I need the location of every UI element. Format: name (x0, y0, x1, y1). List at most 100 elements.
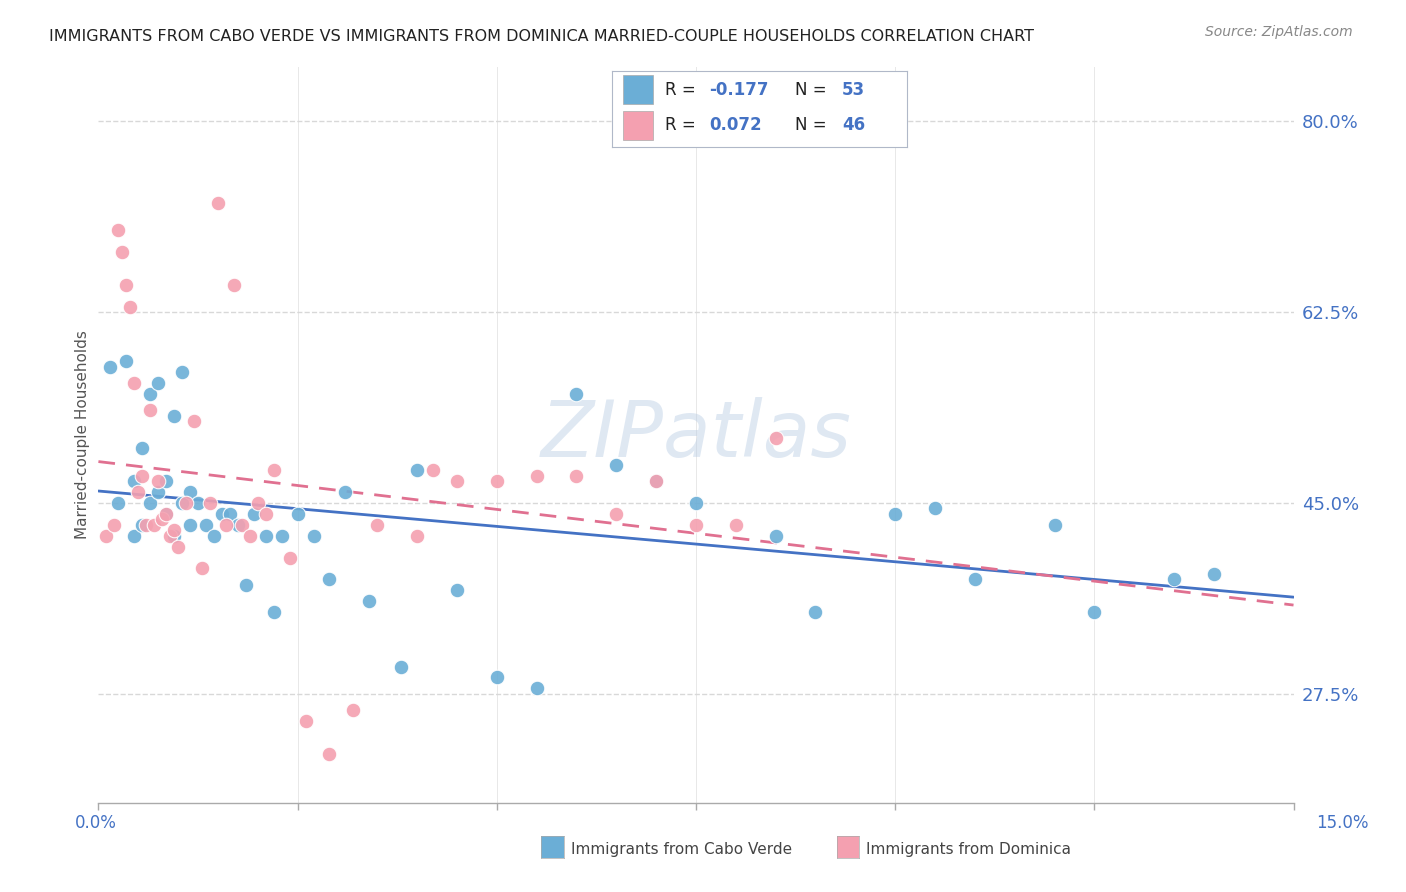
Point (254, 529, 277, 543)
Point (107, 223, 129, 237)
Point (155, 507, 177, 521)
Text: Immigrants from Cabo Verde: Immigrants from Cabo Verde (571, 842, 792, 856)
Point (155, 507, 177, 521)
Point (287, 507, 309, 521)
Point (174, 496, 197, 510)
Point (565, 387, 588, 401)
Text: 46: 46 (842, 116, 865, 134)
Point (148, 485, 170, 500)
Point (172, 496, 194, 510)
Point (565, 468, 588, 483)
Text: Source: ZipAtlas.com: Source: ZipAtlas.com (1205, 25, 1353, 39)
Point (765, 529, 787, 543)
Y-axis label: Married-couple Households: Married-couple Households (75, 330, 90, 540)
Text: 15.0%: 15.0% (1316, 814, 1369, 831)
Point (294, 714, 316, 728)
Point (342, 703, 364, 717)
Point (163, 409, 186, 423)
Point (963, 572, 986, 586)
Point (406, 463, 429, 477)
Point (191, 561, 214, 575)
Bar (623, 75, 652, 104)
Text: N =: N = (794, 80, 831, 98)
Point (924, 501, 946, 516)
Point (366, 517, 388, 532)
Point (159, 529, 181, 543)
Point (389, 659, 412, 673)
Point (685, 496, 707, 510)
Point (163, 523, 186, 537)
Bar (623, 111, 652, 140)
Point (211, 507, 233, 521)
Point (1163, 572, 1185, 586)
Point (115, 277, 138, 292)
Point (302, 529, 325, 543)
Point (263, 463, 285, 477)
Point (335, 485, 357, 500)
Point (605, 507, 627, 521)
Point (139, 387, 162, 401)
Point (148, 474, 170, 488)
Text: IMMIGRANTS FROM CABO VERDE VS IMMIGRANTS FROM DOMINICA MARRIED-COUPLE HOUSEHOLDS: IMMIGRANTS FROM CABO VERDE VS IMMIGRANTS… (49, 29, 1035, 44)
Point (139, 496, 162, 510)
Point (724, 517, 747, 532)
Point (765, 431, 787, 445)
Point (235, 578, 257, 592)
Point (422, 463, 444, 477)
Point (207, 196, 229, 211)
Point (485, 670, 508, 684)
Text: 0.0%: 0.0% (75, 814, 117, 831)
Point (107, 496, 129, 510)
Point (1202, 566, 1225, 581)
Point (446, 583, 468, 598)
Point (187, 496, 209, 510)
Text: Immigrants from Dominica: Immigrants from Dominica (866, 842, 1071, 856)
Point (884, 507, 907, 521)
Point (1043, 517, 1066, 532)
Point (127, 485, 149, 500)
Point (1083, 605, 1105, 619)
Point (148, 376, 170, 390)
Point (526, 468, 548, 483)
Point (124, 474, 146, 488)
Text: N =: N = (794, 116, 831, 134)
Point (183, 414, 205, 428)
Point (135, 517, 157, 532)
Point (254, 507, 277, 521)
Point (179, 485, 201, 500)
Point (222, 277, 245, 292)
Point (172, 365, 194, 379)
Point (318, 572, 340, 586)
Text: R =: R = (665, 80, 700, 98)
Point (103, 517, 125, 532)
Point (645, 474, 668, 488)
Text: R =: R = (665, 116, 700, 134)
Point (219, 507, 242, 521)
Point (645, 474, 668, 488)
Point (804, 605, 827, 619)
Point (179, 517, 201, 532)
Point (605, 458, 627, 472)
Point (446, 474, 468, 488)
Point (167, 540, 190, 554)
Point (98, 359, 122, 374)
Text: -0.177: -0.177 (709, 80, 769, 98)
Point (115, 354, 138, 368)
Point (226, 517, 249, 532)
Point (163, 529, 186, 543)
Point (139, 403, 162, 417)
Point (202, 529, 225, 543)
Point (155, 474, 177, 488)
Point (150, 512, 173, 526)
Point (124, 376, 146, 390)
Point (198, 496, 221, 510)
Text: ZIPatlas: ZIPatlas (540, 397, 852, 473)
Text: 0.072: 0.072 (709, 116, 762, 134)
Point (526, 681, 548, 696)
Point (131, 442, 153, 456)
Point (96, 529, 118, 543)
Point (685, 517, 707, 532)
Point (124, 529, 146, 543)
Point (263, 605, 285, 619)
Point (143, 517, 166, 532)
